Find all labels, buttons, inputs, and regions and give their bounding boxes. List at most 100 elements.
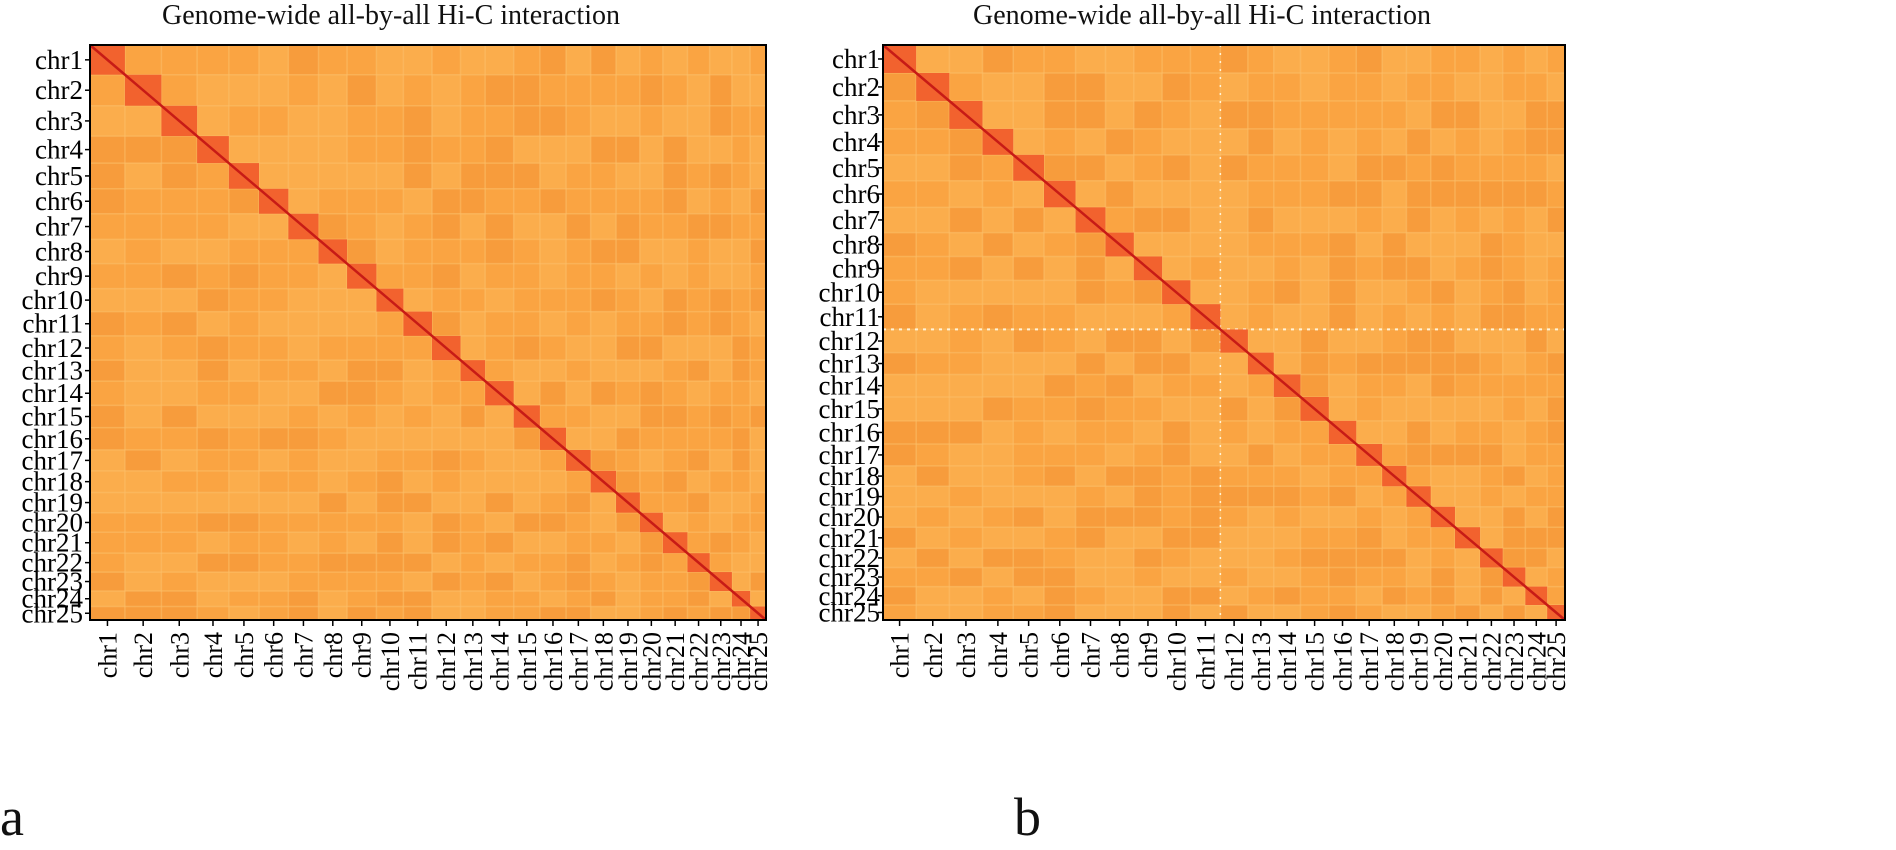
- interaction-cell: [403, 74, 432, 106]
- interaction-cell: [431, 553, 461, 573]
- interaction-cell: [513, 512, 540, 533]
- interaction-cell: [1547, 548, 1565, 568]
- interaction-cell: [1133, 45, 1163, 73]
- interaction-cell: [513, 288, 540, 312]
- interaction-cell: [1247, 444, 1274, 466]
- interaction-cell: [288, 105, 319, 137]
- interaction-cell: [1300, 604, 1329, 620]
- heatmap-a: chr1chr1chr2chr2chr3chr3chr4chr4chr5chr5…: [22, 44, 773, 691]
- interaction-cell: [161, 335, 198, 361]
- interaction-cell: [124, 449, 162, 471]
- interaction-cell: [639, 311, 663, 336]
- interaction-cell: [1247, 100, 1274, 129]
- interaction-cell: [124, 360, 162, 382]
- interaction-cell: [485, 288, 514, 312]
- interaction-cell: [1190, 465, 1221, 487]
- interaction-cell: [161, 263, 198, 289]
- interaction-cell: [228, 105, 259, 137]
- y-tick-label: chr15: [819, 394, 880, 424]
- interaction-cell: [1162, 586, 1191, 605]
- interaction-cell: [539, 606, 567, 620]
- y-tick-label: chr10: [22, 285, 83, 315]
- chart-title: Genome-wide all-by-all Hi-C interaction: [973, 0, 1431, 31]
- interaction-cell: [513, 335, 540, 361]
- interaction-cell: [1105, 567, 1134, 587]
- x-tick-label: chr20: [1429, 632, 1458, 691]
- interaction-cell: [982, 45, 1014, 73]
- interaction-cell: [982, 506, 1014, 528]
- interaction-cell: [1105, 280, 1134, 305]
- interaction-cell: [616, 74, 640, 106]
- interaction-cell: [1075, 506, 1106, 528]
- interaction-cell: [288, 335, 319, 361]
- interaction-cell: [1013, 374, 1044, 397]
- interaction-cell: [1105, 304, 1134, 330]
- interaction-cell: [1382, 304, 1407, 330]
- interaction-cell: [431, 470, 461, 493]
- interaction-cell: [539, 105, 567, 137]
- interaction-cell: [1105, 128, 1134, 155]
- y-tick-label: chr4: [35, 135, 83, 165]
- x-tick-label: chr8: [319, 632, 348, 678]
- x-tick-label: chr21: [661, 632, 690, 691]
- interaction-cell: [318, 492, 348, 513]
- interaction-cell: [566, 360, 591, 382]
- interaction-cell: [883, 548, 917, 568]
- interaction-cell: [1247, 72, 1274, 101]
- interaction-cell: [124, 136, 162, 164]
- interaction-cell: [197, 163, 229, 189]
- interaction-cell: [639, 335, 663, 361]
- interaction-cell: [1273, 567, 1301, 587]
- x-tick-label: chr3: [952, 632, 981, 678]
- interaction-cell: [750, 492, 766, 513]
- interaction-cell: [1454, 256, 1481, 281]
- x-tick-label: chr17: [564, 632, 593, 691]
- interaction-cell: [347, 492, 377, 513]
- x-tick-label: chr22: [1477, 632, 1506, 691]
- interaction-cell: [1502, 180, 1526, 208]
- x-tick-label: chr19: [1405, 632, 1434, 691]
- interaction-cell: [1382, 180, 1407, 208]
- interaction-cell: [1547, 100, 1565, 129]
- interaction-cell: [639, 532, 663, 554]
- interaction-cell: [513, 311, 540, 336]
- interaction-cell: [616, 45, 640, 75]
- interaction-cell: [513, 532, 540, 554]
- interaction-cell: [1075, 45, 1106, 73]
- interaction-cell: [376, 405, 404, 428]
- interaction-cell: [1162, 232, 1191, 257]
- interaction-cell: [1105, 207, 1134, 233]
- interaction-cell: [1480, 374, 1503, 397]
- interaction-cell: [197, 381, 229, 406]
- interaction-cell: [1356, 420, 1383, 445]
- interaction-cell: [566, 405, 591, 428]
- interaction-cell: [1328, 548, 1357, 568]
- interaction-cell: [662, 213, 688, 240]
- interaction-cell: [1547, 396, 1565, 421]
- interaction-cell: [1043, 567, 1076, 587]
- interaction-cell: [431, 105, 461, 137]
- interaction-cell: [485, 360, 514, 382]
- interaction-cell: [687, 335, 710, 361]
- interaction-cell: [1525, 207, 1548, 233]
- interaction-cell: [1190, 506, 1221, 528]
- interaction-cell: [90, 492, 125, 513]
- interaction-cell: [1300, 374, 1329, 397]
- interaction-cell: [161, 572, 198, 591]
- interaction-cell: [197, 288, 229, 312]
- interaction-cell: [513, 105, 540, 137]
- interaction-cell: [1133, 420, 1163, 445]
- interaction-cell: [982, 154, 1014, 181]
- interaction-cell: [1300, 444, 1329, 466]
- interaction-cell: [539, 449, 567, 471]
- y-tick-label: chr7: [832, 205, 880, 235]
- interaction-cell: [616, 512, 640, 533]
- interaction-cell: [90, 105, 125, 137]
- interaction-cell: [1043, 396, 1076, 421]
- interaction-cell: [1043, 420, 1076, 445]
- interaction-cell: [124, 590, 162, 607]
- interaction-cell: [1247, 586, 1274, 605]
- interaction-cell: [347, 360, 377, 382]
- interaction-cell: [1525, 352, 1548, 375]
- interaction-cell: [403, 427, 432, 450]
